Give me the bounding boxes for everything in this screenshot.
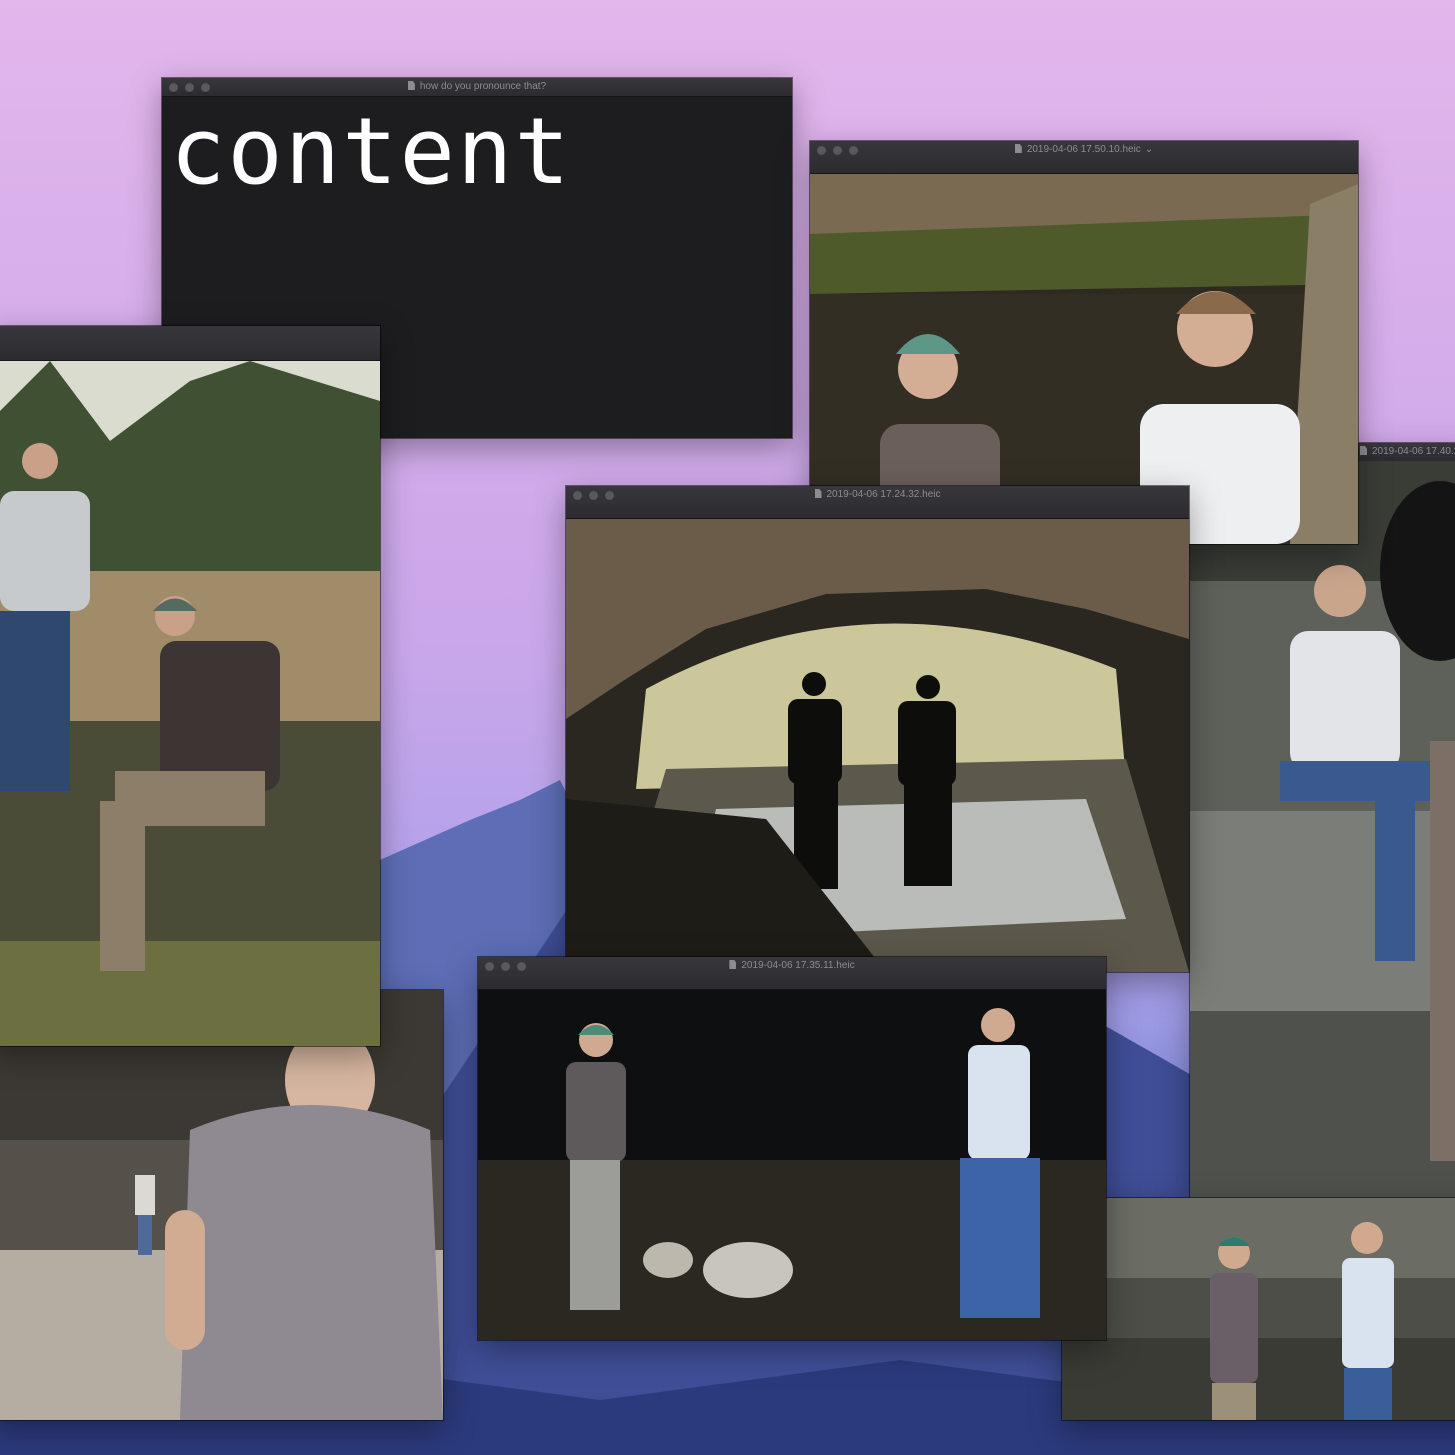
close-icon[interactable] [573, 491, 582, 500]
titlebar[interactable]: 2019-04-06 17.24.32.heic [566, 486, 1189, 519]
titlebar[interactable]: 2019-04-06 17.50.10.heic ⌄ [810, 141, 1358, 174]
photo-window-a[interactable]: 2019-04-06 17.50.10.heic ⌄ [810, 141, 1358, 544]
traffic-light-icons[interactable] [573, 491, 614, 500]
window-title: 2019-04-06 17.50.10.heic [1026, 144, 1141, 155]
photo-image [566, 519, 1189, 972]
minimize-icon[interactable] [833, 146, 842, 155]
photo-window-c[interactable]: 2019-04-06 17.24.32.heic [566, 486, 1189, 972]
minimize-icon[interactable] [589, 491, 598, 500]
zoom-icon[interactable] [605, 491, 614, 500]
document-icon [814, 489, 822, 498]
photo-image [0, 990, 443, 1420]
photo-window-f[interactable] [0, 990, 443, 1420]
titlebar[interactable]: 2019-04-06 17.35.11.heic [478, 957, 1106, 990]
photo-window-e[interactable]: 2019-04-06 17.40.21.h [1190, 443, 1455, 1203]
window-title: how do you pronounce that? [419, 81, 547, 92]
document-icon [407, 81, 415, 90]
close-icon[interactable] [485, 962, 494, 971]
photo-window-g[interactable] [1062, 1198, 1455, 1420]
traffic-light-icons[interactable] [485, 962, 526, 971]
document-icon [1360, 446, 1367, 455]
traffic-light-icons[interactable] [169, 83, 210, 92]
titlebar[interactable]: how do you pronounce that? [162, 78, 792, 97]
minimize-icon[interactable] [185, 83, 194, 92]
photo-image [1190, 461, 1455, 1203]
photo-image [478, 990, 1106, 1340]
photo-window-d[interactable]: 2019-04-06 17.35.11.heic [478, 957, 1106, 1340]
chevron-down-icon[interactable]: ⌄ [1144, 144, 1154, 155]
minimize-icon[interactable] [501, 962, 510, 971]
close-icon[interactable] [169, 83, 178, 92]
close-icon[interactable] [817, 146, 826, 155]
zoom-icon[interactable] [201, 83, 210, 92]
photo-image [0, 361, 380, 1046]
window-title: 2019-04-06 17.40.21.h [1372, 446, 1455, 457]
window-title: 2019-04-06 17.24.32.heic [826, 489, 941, 500]
photo-window-b[interactable] [0, 326, 380, 1046]
document-icon [1014, 144, 1022, 153]
zoom-icon[interactable] [849, 146, 858, 155]
note-body-text[interactable]: content [170, 98, 572, 205]
zoom-icon[interactable] [517, 962, 526, 971]
titlebar[interactable] [0, 326, 380, 361]
traffic-light-icons[interactable] [817, 146, 858, 155]
window-title: 2019-04-06 17.35.11.heic [741, 960, 855, 971]
document-icon [729, 960, 737, 969]
photo-image [1062, 1198, 1455, 1420]
